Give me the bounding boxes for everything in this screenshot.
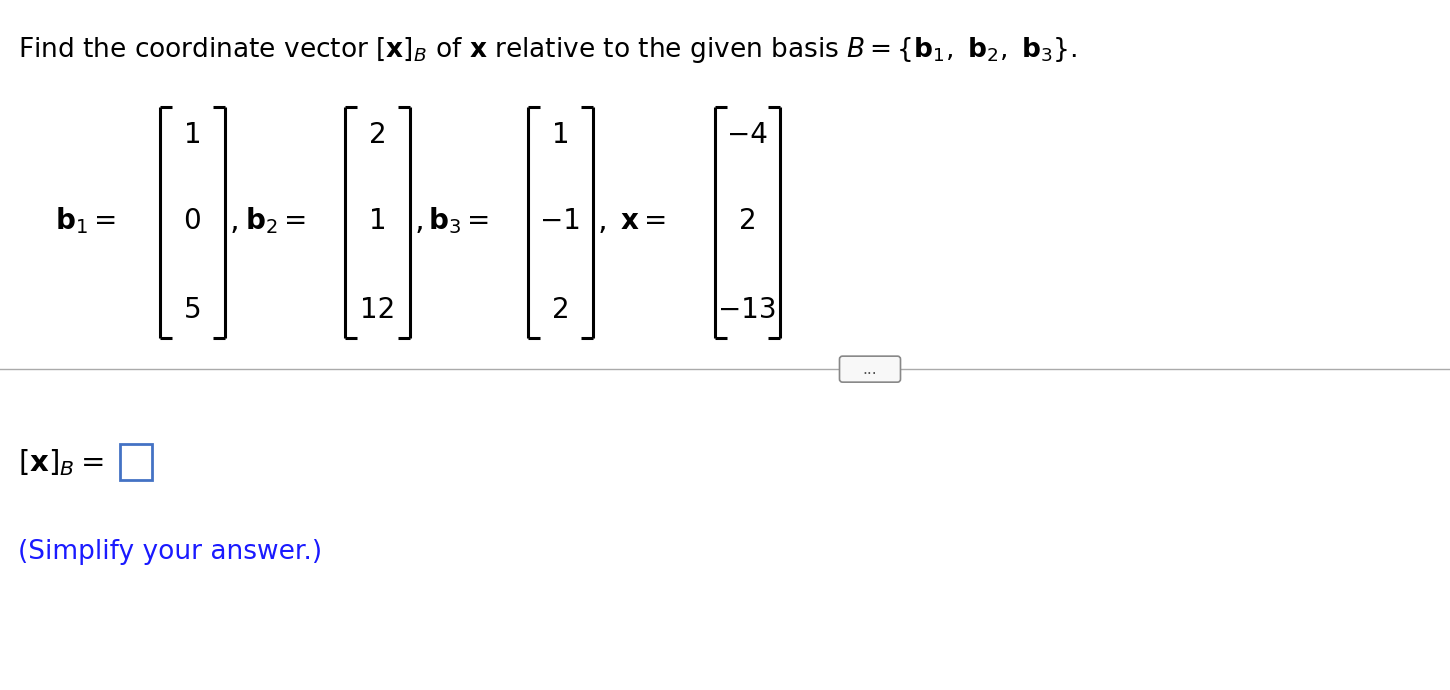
Bar <box>120 444 152 480</box>
Text: 1: 1 <box>368 207 386 235</box>
Text: 5: 5 <box>184 297 202 324</box>
Text: ,: , <box>415 206 425 235</box>
Text: ...: ... <box>863 362 877 377</box>
Text: −13: −13 <box>718 297 777 324</box>
Text: 2: 2 <box>738 207 757 235</box>
Text: −4: −4 <box>726 121 769 148</box>
Text: 0: 0 <box>184 207 202 235</box>
Text: $\mathbf{b}_1$$ =$: $\mathbf{b}_1$$ =$ <box>55 206 116 236</box>
Text: −1: −1 <box>539 207 581 235</box>
Text: $\mathbf{b}_2$$ =$: $\mathbf{b}_2$$ =$ <box>245 206 306 236</box>
Text: ,: , <box>231 206 239 235</box>
Text: (Simplify your answer.): (Simplify your answer.) <box>17 539 322 565</box>
Text: 1: 1 <box>551 121 570 148</box>
Text: ,: , <box>597 206 608 235</box>
Text: 12: 12 <box>360 297 394 324</box>
Text: 2: 2 <box>551 297 570 324</box>
Text: $\mathbf{x}$$ =$: $\mathbf{x}$$ =$ <box>621 207 666 235</box>
Text: Find the coordinate vector $[\mathbf{x}]_B$ of $\mathbf{x}$ relative to the give: Find the coordinate vector $[\mathbf{x}]… <box>17 34 1077 65</box>
FancyBboxPatch shape <box>840 356 900 382</box>
Text: 2: 2 <box>368 121 386 148</box>
Text: $[\mathbf{x}]_B =$: $[\mathbf{x}]_B =$ <box>17 447 103 477</box>
Text: $\mathbf{b}_3$$ =$: $\mathbf{b}_3$$ =$ <box>428 206 489 236</box>
Text: 1: 1 <box>184 121 202 148</box>
